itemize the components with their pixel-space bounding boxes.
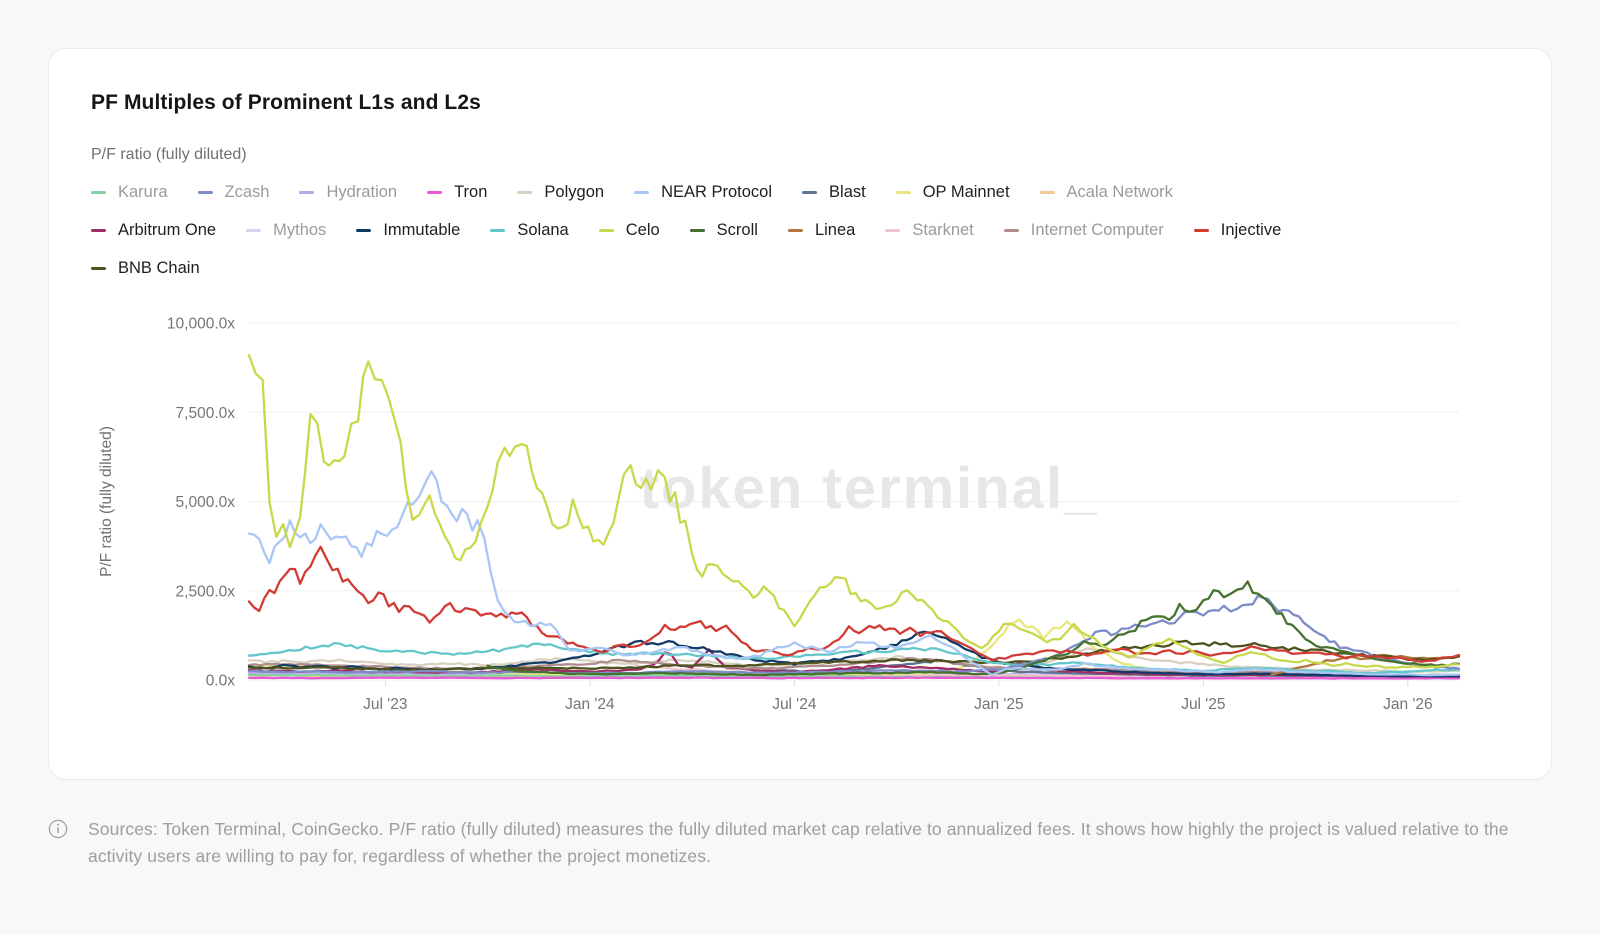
series-line-injective	[247, 545, 1461, 663]
legend-swatch	[356, 228, 372, 233]
legend-swatch	[689, 228, 705, 233]
legend-label: Blast	[829, 183, 866, 201]
chart-card: PF Multiples of Prominent L1s and L2s P/…	[48, 48, 1552, 780]
legend-swatch	[91, 228, 106, 233]
legend-swatch	[517, 190, 533, 195]
legend-label: Polygon	[544, 183, 605, 201]
legend-label: Mythos	[273, 221, 327, 239]
legend-swatch	[91, 190, 106, 195]
y-axis-tick-label: 5,000.0x	[176, 494, 236, 511]
legend-label: BNB Chain	[118, 259, 200, 277]
token-terminal-watermark: token terminal_	[640, 456, 1099, 521]
x-axis-tick-label: Jan '26	[1383, 696, 1433, 713]
legend-swatch	[634, 190, 650, 195]
legend-item-mythos[interactable]: Mythos	[246, 218, 326, 243]
legend-item-solana[interactable]: Solana	[490, 218, 569, 243]
legend-item-tron[interactable]: Tron	[427, 180, 487, 205]
legend-swatch	[787, 228, 803, 233]
series-line-zcash	[247, 594, 1461, 675]
footer-note: Sources: Token Terminal, CoinGecko. P/F …	[48, 816, 1554, 869]
x-axis-tick-label: Jul '24	[772, 696, 817, 713]
legend-swatch	[299, 190, 315, 195]
legend-swatch	[427, 190, 443, 195]
info-icon	[48, 819, 68, 844]
legend-label: Hydration	[326, 183, 398, 201]
legend-swatch	[490, 228, 506, 233]
x-axis-tick-label: Jan '25	[974, 696, 1024, 713]
series-line-tron	[247, 676, 1461, 680]
y-axis-tick-label: 0.0x	[206, 673, 236, 690]
y-axis-tick-label: 2,500.0x	[176, 583, 236, 600]
legend-label: Internet Computer	[1030, 221, 1164, 239]
x-axis-tick-label: Jul '23	[363, 696, 407, 713]
footer-text: Sources: Token Terminal, CoinGecko. P/F …	[88, 819, 1509, 866]
legend-label: Solana	[517, 221, 569, 239]
series-line-scroll	[486, 580, 1461, 677]
legend-swatch	[1193, 228, 1209, 233]
pf-multiples-line-chart[interactable]: 0.0x 2,500.0x 5,000.0x 7,500.0x 10,000.0x Jul…	[89, 303, 1509, 718]
legend-item-celo[interactable]: Celo	[598, 218, 660, 243]
legend-item-blast[interactable]: Blast	[802, 180, 866, 205]
legend-item-near-protocol[interactable]: NEAR Protocol	[634, 180, 772, 205]
legend-label: Linea	[814, 221, 856, 239]
legend-swatch	[1039, 190, 1055, 195]
legend-label: Tron	[454, 183, 488, 201]
legend-item-starknet[interactable]: Starknet	[885, 218, 974, 243]
y-axis-tick-label: 7,500.0x	[176, 405, 236, 422]
series-line-bnb-chain	[247, 639, 1461, 672]
legend-item-arbitrum-one[interactable]: Arbitrum One	[91, 218, 216, 243]
legend-item-karura[interactable]: Karura	[91, 180, 168, 205]
legend-row: Arbitrum One Mythos Immutable Solana Celo Scr…	[91, 218, 1511, 243]
y-axis-tick-label: 10,000.0x	[167, 316, 235, 333]
legend-item-immutable[interactable]: Immutable	[356, 218, 460, 243]
legend-item-hydration[interactable]: Hydration	[299, 180, 397, 205]
legend-item-linea[interactable]: Linea	[787, 218, 856, 243]
legend-item-op-mainnet[interactable]: OP Mainnet	[895, 180, 1010, 205]
chart-subtitle: P/F ratio (fully diluted)	[91, 146, 247, 163]
legend-swatch	[895, 190, 911, 195]
legend-swatch	[91, 266, 106, 271]
legend-label: Scroll	[716, 221, 758, 239]
series-line-celo	[247, 353, 1461, 669]
legend-item-scroll[interactable]: Scroll	[689, 218, 758, 243]
x-axis-tick-label: Jul '25	[1181, 696, 1225, 713]
legend-label: NEAR Protocol	[661, 183, 773, 201]
legend-item-acala-network[interactable]: Acala Network	[1039, 180, 1173, 205]
legend-label: Arbitrum One	[118, 221, 217, 239]
legend-label: Celo	[625, 221, 660, 239]
legend-swatch	[885, 228, 901, 233]
legend-swatch	[246, 228, 262, 233]
legend-row: BNB Chain	[91, 256, 1511, 281]
legend-label: Zcash	[224, 183, 270, 201]
legend-label: Karura	[118, 183, 168, 201]
chart-area: 0.0x 2,500.0x 5,000.0x 7,500.0x 10,000.0x Jul…	[89, 303, 1511, 723]
legend-label: Acala Network	[1066, 183, 1173, 201]
legend-swatch	[197, 190, 213, 195]
legend-label: Immutable	[383, 221, 461, 239]
x-axis-tick-label: Jan '24	[565, 696, 615, 713]
legend-item-internet-computer[interactable]: Internet Computer	[1003, 218, 1164, 243]
legend-label: OP Mainnet	[922, 183, 1010, 201]
series-line-near-protocol	[247, 470, 1461, 677]
legend-swatch	[802, 190, 818, 195]
series-line-linea	[1270, 653, 1461, 676]
legend-swatch	[1003, 228, 1019, 233]
legend-label: Starknet	[912, 221, 974, 239]
legend-swatch	[598, 228, 614, 233]
legend: Karura Zcash Hydration Tron Polygon NEAR Prot…	[91, 180, 1511, 281]
legend-label: Injective	[1220, 221, 1282, 239]
legend-item-bnb-chain[interactable]: BNB Chain	[91, 256, 200, 281]
y-axis-title: P/F ratio (fully diluted)	[98, 426, 115, 577]
page-title: PF Multiples of Prominent L1s and L2s	[91, 91, 481, 114]
legend-item-zcash[interactable]: Zcash	[197, 180, 270, 205]
legend-row: Karura Zcash Hydration Tron Polygon NEAR Prot…	[91, 180, 1511, 205]
legend-item-polygon[interactable]: Polygon	[517, 180, 604, 205]
legend-item-injective[interactable]: Injective	[1193, 218, 1282, 243]
